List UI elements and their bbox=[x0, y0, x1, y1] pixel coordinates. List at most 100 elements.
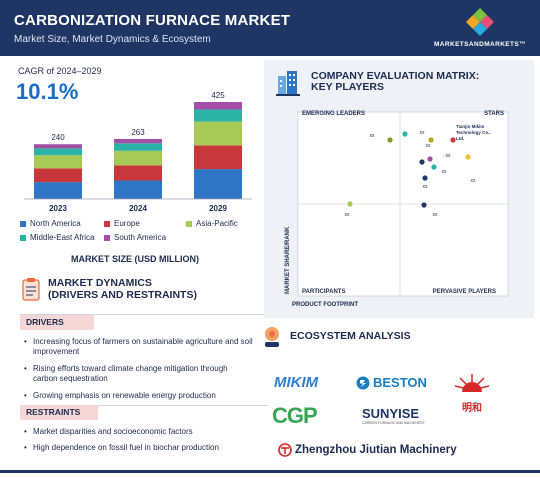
matrix-point-label: xx bbox=[420, 130, 426, 136]
legend-label: Europe bbox=[114, 219, 140, 228]
evaluation-matrix-title-line1: COMPANY EVALUATION MATRIX: bbox=[311, 70, 480, 82]
clipboard-icon bbox=[22, 278, 40, 301]
brand-zhengzhou-jiutian-label: Zhengzhou Jiutian Machinery bbox=[295, 444, 457, 456]
market-size-label: MARKET SIZE (USD MILLION) bbox=[71, 254, 199, 264]
brand-sunyise[interactable]: SUNYISE CARBON FURNACE AND MACHINERY bbox=[362, 406, 425, 425]
matrix-company-point[interactable] bbox=[422, 175, 428, 181]
legend-item-south-america: South America bbox=[104, 233, 166, 242]
page-title: CARBONIZATION FURNACE MARKET bbox=[14, 12, 291, 29]
brand-minghe[interactable]: 明和 bbox=[452, 372, 492, 414]
highlight-company-line1: Tianjin Mikim bbox=[456, 124, 484, 129]
bar-segment-south-america-2029 bbox=[194, 102, 242, 110]
legend-item-asia-pacific: Asia-Pacific bbox=[186, 219, 238, 228]
y-axis-label: MARKET SHARE/RANK bbox=[285, 226, 291, 294]
cagr-value: 10.1% bbox=[16, 79, 79, 104]
brand-zhengzhou-jiutian[interactable]: Zhengzhou Jiutian Machinery bbox=[278, 443, 457, 457]
sunrise-logo-icon bbox=[454, 374, 490, 392]
driver-item: Increasing focus of farmers on sustainab… bbox=[24, 337, 254, 357]
highlight-company-line2: Technology Co., bbox=[456, 130, 491, 135]
bar-segment-europe-2029 bbox=[194, 145, 242, 170]
bar-segment-middle-east-africa-2023 bbox=[34, 148, 82, 156]
quadrant-emerging-leaders: EMERGING LEADERS bbox=[302, 111, 365, 117]
bar-segment-europe-2023 bbox=[34, 168, 82, 183]
brand-mikim[interactable]: MIKIM bbox=[274, 374, 319, 391]
legend-label: South America bbox=[114, 233, 167, 242]
cagr-label: CAGR of 2024–2029 bbox=[18, 66, 102, 76]
matrix-company-point[interactable] bbox=[421, 202, 427, 208]
matrix-point-label: xx bbox=[442, 169, 448, 175]
bar-segment-south-america-2023 bbox=[34, 144, 82, 149]
restraint-item: Market disparities and socioeconomic fac… bbox=[24, 427, 254, 437]
market-dynamics-title-line2: (DRIVERS AND RESTRAINTS) bbox=[48, 289, 197, 301]
matrix-point-label: xx bbox=[345, 212, 351, 218]
drivers-heading: DRIVERS bbox=[20, 315, 94, 330]
driver-item: Rising efforts toward climate change mit… bbox=[24, 364, 254, 384]
market-dynamics-title: MARKET DYNAMICS (DRIVERS AND RESTRAINTS) bbox=[48, 277, 197, 301]
marketsandmarkets-logo[interactable]: MARKETSANDMARKETS™ bbox=[424, 8, 536, 52]
brand-sunyise-tag: CARBON FURNACE AND MACHINERY bbox=[362, 421, 425, 425]
footer-bar bbox=[0, 470, 540, 473]
legend-swatch bbox=[186, 220, 192, 227]
legend-label: Middle-East Africa bbox=[30, 233, 95, 242]
restraint-item: High dependence on fossil fuel in biocha… bbox=[24, 443, 254, 453]
bar-segment-asia-pacific-2024 bbox=[114, 150, 162, 166]
legend-swatch bbox=[104, 234, 110, 241]
bar-segment-asia-pacific-2029 bbox=[194, 121, 242, 146]
x-tick-label: 2023 bbox=[49, 204, 67, 213]
matrix-points: xx xx xx xx xx xx xx xx xx bbox=[345, 130, 477, 218]
matrix-company-point[interactable] bbox=[402, 131, 408, 137]
matrix-company-point[interactable] bbox=[428, 137, 434, 143]
x-axis-label: PRODUCT FOOTPRINT bbox=[292, 302, 358, 308]
legend-item-europe: Europe bbox=[104, 219, 140, 228]
logo-mark-icon bbox=[466, 8, 494, 36]
restraints-heading: RESTRAINTS bbox=[20, 405, 98, 420]
matrix-company-point[interactable] bbox=[465, 154, 471, 160]
bar-segment-europe-2024 bbox=[114, 165, 162, 181]
brand-beston[interactable]: BESTON bbox=[356, 375, 427, 390]
x-tick-label: 2029 bbox=[209, 204, 227, 213]
quadrant-participants: PARTICIPANTS bbox=[302, 289, 345, 295]
drivers-divider bbox=[20, 314, 268, 315]
matrix-company-point[interactable] bbox=[431, 164, 437, 170]
bar-segment-south-america-2024 bbox=[114, 138, 162, 144]
matrix-company-point[interactable] bbox=[419, 159, 425, 165]
bar-segment-middle-east-africa-2029 bbox=[194, 109, 242, 122]
highlight-company-line3: Ltd. bbox=[456, 136, 464, 141]
bar-total-label: 263 bbox=[131, 128, 145, 137]
page-subtitle: Market Size, Market Dynamics & Ecosystem bbox=[14, 34, 211, 45]
matrix-point-label: xx bbox=[370, 133, 376, 139]
bar-total-label: 425 bbox=[211, 91, 225, 100]
legend-swatch bbox=[20, 220, 26, 227]
matrix-point-label: xx bbox=[471, 178, 477, 184]
evaluation-matrix-title: COMPANY EVALUATION MATRIX: KEY PLAYERS bbox=[311, 71, 479, 93]
matrix-company-point[interactable] bbox=[347, 201, 353, 207]
matrix-point-label: xx bbox=[426, 143, 432, 149]
beston-logo-icon bbox=[356, 376, 370, 389]
buildings-icon bbox=[276, 71, 300, 96]
bar-segment-middle-east-africa-2024 bbox=[114, 143, 162, 151]
legend-swatch bbox=[20, 234, 26, 241]
brand-beston-label: BESTON bbox=[373, 375, 427, 390]
bar-segment-north-america-2029 bbox=[194, 169, 242, 199]
brand-sunyise-label: SUNYISE bbox=[362, 406, 420, 421]
quadrant-stars: STARS bbox=[484, 111, 504, 117]
bar-total-label: 240 bbox=[51, 133, 65, 142]
restraints-divider bbox=[20, 405, 268, 406]
legend-label: North America bbox=[30, 219, 81, 228]
header-banner: CARBONIZATION FURNACE MARKET Market Size… bbox=[0, 0, 540, 56]
legend-item-middle-east-africa: Middle-East Africa bbox=[20, 233, 94, 242]
jiutian-logo-icon bbox=[278, 443, 292, 457]
brand-cgp[interactable]: CGP bbox=[272, 403, 318, 428]
bar-segment-north-america-2024 bbox=[114, 180, 162, 199]
matrix-company-point[interactable] bbox=[427, 156, 433, 162]
ecosystem-icon bbox=[265, 327, 279, 347]
matrix-point-label: xx bbox=[433, 212, 439, 218]
quadrant-pervasive-players: PERVASIVE PLAYERS bbox=[433, 289, 496, 295]
company-evaluation-matrix: EMERGING LEADERS STARS PARTICIPANTS PERV… bbox=[285, 111, 509, 308]
legend-swatch bbox=[104, 220, 110, 227]
matrix-company-point[interactable] bbox=[450, 137, 456, 143]
logo-text: MARKETSANDMARKETS™ bbox=[433, 41, 527, 48]
matrix-company-point[interactable] bbox=[387, 137, 393, 143]
x-tick-label: 2024 bbox=[129, 204, 147, 213]
matrix-point-label: xx bbox=[423, 184, 429, 190]
